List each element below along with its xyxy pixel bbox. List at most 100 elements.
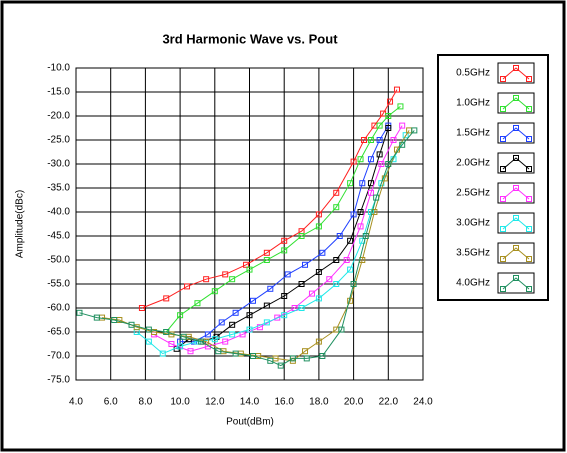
legend-marker: [526, 286, 532, 292]
marker: [350, 158, 357, 165]
marker: [381, 175, 388, 182]
legend-marker: [500, 106, 506, 112]
marker: [298, 281, 305, 287]
marker: [367, 137, 374, 143]
marker: [319, 249, 326, 256]
legend-label: 1.0GHz: [456, 98, 490, 109]
marker: [402, 132, 409, 139]
marker: [111, 317, 118, 323]
marker: [211, 288, 218, 295]
legend-marker: [500, 136, 506, 142]
y-tick-label: -40.0: [47, 207, 70, 218]
legend-marker: [500, 286, 506, 292]
x-tick-label: 18.0: [309, 397, 329, 408]
series-line: [153, 125, 403, 352]
marker: [298, 233, 305, 239]
marker: [277, 362, 284, 369]
marker: [333, 257, 340, 263]
marker: [197, 338, 204, 345]
marker: [229, 276, 236, 283]
x-tick-label: 10.0: [170, 397, 190, 408]
y-tick-label: -15.0: [47, 87, 70, 98]
series-line: [176, 127, 389, 350]
marker: [315, 295, 322, 302]
marker: [168, 341, 175, 347]
legend-marker: [500, 196, 506, 202]
legend-marker: [513, 155, 519, 161]
legend-icon: [497, 62, 535, 84]
legend-icon: [497, 272, 535, 294]
marker: [347, 266, 354, 273]
legend-line: [502, 187, 530, 200]
marker: [263, 319, 270, 326]
marker: [397, 103, 404, 110]
y-tick-label: -45.0: [47, 231, 70, 242]
legend-line: [502, 127, 530, 140]
marker: [343, 257, 350, 263]
marker: [194, 300, 201, 307]
marker: [362, 233, 369, 239]
marker: [367, 189, 374, 196]
legend-marker: [513, 95, 519, 101]
marker: [303, 355, 310, 362]
legend-icon: [497, 182, 535, 204]
marker: [159, 350, 166, 357]
legend-icon: [497, 152, 535, 174]
legend-label: 4.0GHz: [456, 278, 490, 289]
marker: [361, 137, 368, 143]
marker: [315, 223, 322, 230]
legend-marker: [513, 185, 519, 191]
marker: [399, 122, 406, 129]
marker: [281, 293, 288, 299]
legend-marker: [526, 226, 532, 232]
marker: [385, 113, 392, 119]
marker: [177, 312, 184, 319]
legend-label: 2.0GHz: [456, 158, 490, 169]
x-tick-label: 12.0: [205, 397, 225, 408]
legend-label: 1.5GHz: [456, 128, 490, 139]
marker: [163, 295, 170, 302]
y-tick-label: -35.0: [47, 183, 70, 194]
y-tick-label: -25.0: [47, 135, 70, 146]
marker: [333, 189, 340, 196]
legend-icon: [497, 122, 535, 144]
legend-line: [502, 217, 530, 230]
x-tick-label: 24.0: [413, 397, 433, 408]
legend-marker: [500, 166, 506, 172]
marker: [378, 161, 385, 167]
x-tick-label: 14.0: [240, 397, 260, 408]
marker: [284, 271, 291, 278]
marker: [393, 86, 400, 93]
marker: [204, 331, 211, 338]
legend-marker: [513, 245, 519, 251]
marker: [319, 353, 326, 359]
legend-marker: [526, 256, 532, 262]
marker: [347, 237, 354, 244]
legend-marker: [500, 76, 506, 82]
legend-marker: [526, 76, 532, 82]
marker: [145, 326, 152, 333]
marker: [333, 204, 340, 211]
marker: [187, 348, 194, 355]
y-tick-label: -10.0: [47, 63, 70, 74]
marker: [336, 233, 343, 239]
marker: [128, 321, 135, 328]
legend-marker: [526, 106, 532, 112]
marker: [145, 338, 152, 345]
marker: [399, 141, 406, 148]
marker: [274, 314, 281, 321]
marker: [347, 180, 354, 187]
legend-line: [502, 247, 530, 260]
marker: [249, 353, 256, 359]
series-line: [141, 89, 398, 309]
marker: [357, 156, 364, 163]
legend-line: [502, 157, 530, 170]
legend-marker: [500, 226, 506, 232]
marker: [350, 211, 357, 218]
series-line: [79, 130, 415, 367]
marker: [215, 348, 222, 355]
x-tick-label: 4.0: [69, 397, 83, 408]
y-tick-label: -55.0: [47, 279, 70, 290]
marker: [222, 271, 229, 278]
marker: [338, 326, 345, 333]
